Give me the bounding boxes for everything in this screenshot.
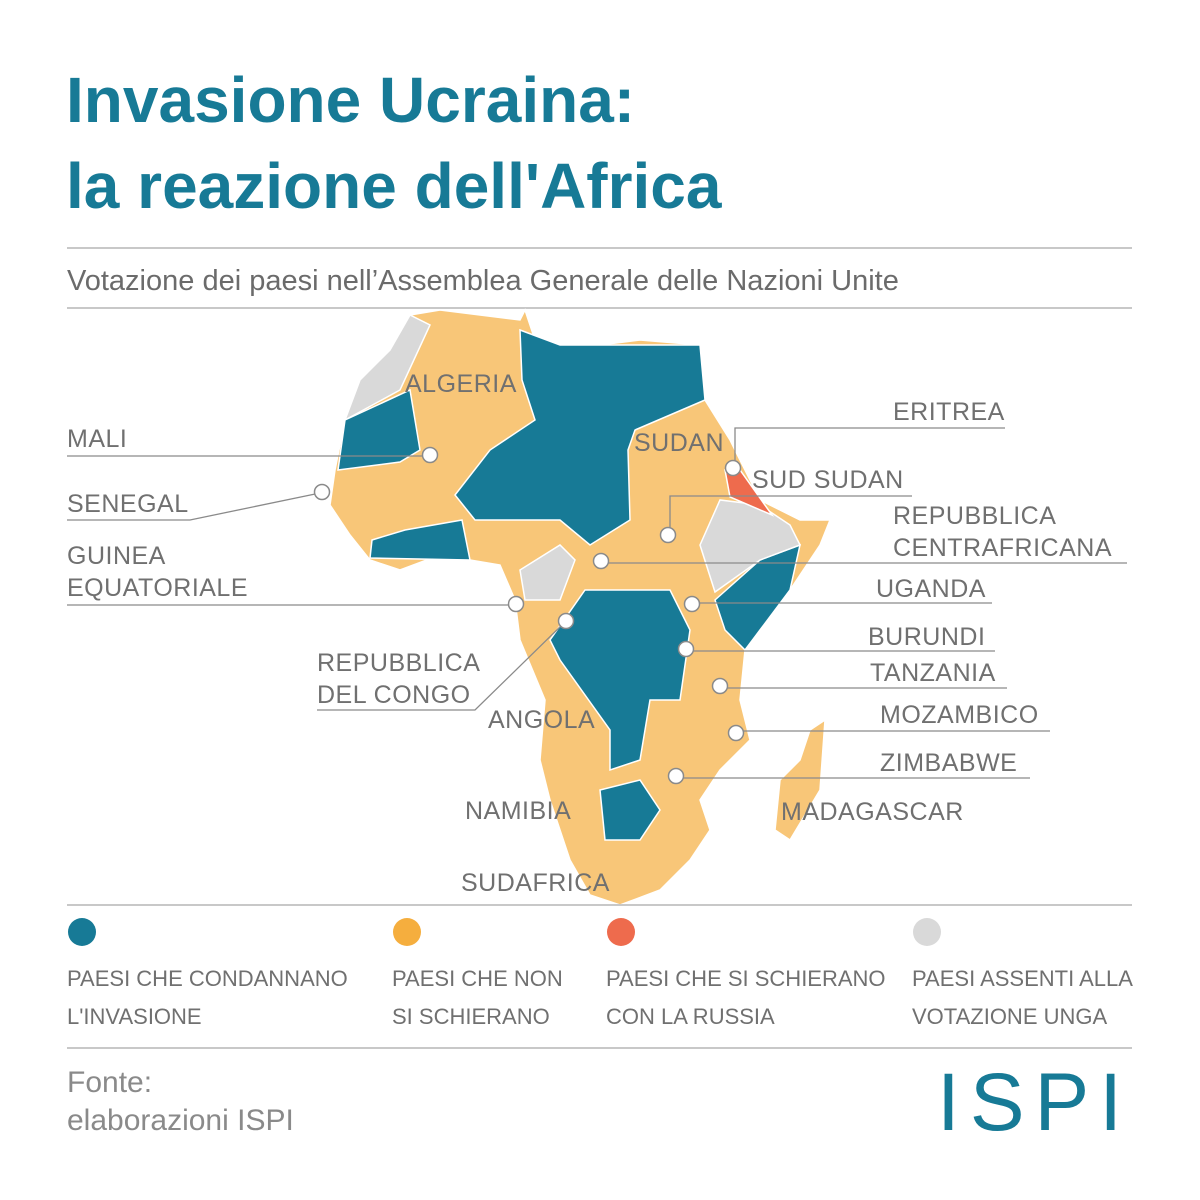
callout-dot [659,526,677,544]
callout-label: MOZAMBICO [880,701,1039,729]
callout-label: UGANDA [876,575,986,603]
callout-dot [683,595,701,613]
source: Fonte: [67,1066,152,1099]
source: elaborazioni ISPI [67,1104,294,1137]
country-label: SUDAN [634,429,724,457]
leader-line [67,492,321,521]
country-label: ALGERIA [405,370,517,398]
leader-line [317,621,566,711]
callout-label: SUD SUDAN [752,466,904,494]
legend-label: L'INVASIONE [67,1004,202,1029]
legend-swatch [607,918,635,946]
title-line: la reazione dell'Africa [66,150,722,222]
callout-dot [667,767,685,785]
region [699,499,802,594]
leader-line [669,495,912,535]
country-label: SUDAFRICA [461,869,610,897]
country-label: NAMIBIA [465,797,571,825]
region [454,328,706,546]
callout-label: REPUBBLICA [317,649,480,677]
map-labels: ALGERIA SUDAN ANGOLA NAMIBIA MADAGASCAR SUDAF… [67,370,1127,897]
africa-map [329,308,832,906]
subtitle: Votazione dei paesi nell’Assemblea Gener… [67,265,899,297]
region [369,519,471,561]
callout-dot [592,552,610,570]
callout-dot [677,640,695,658]
callout-label: SENEGAL [67,490,189,518]
callout-label: MALI [67,425,127,453]
legend-label: CON LA RUSSIA [606,1004,775,1029]
callout-label: DEL CONGO [317,681,471,709]
legend-label: VOTAZIONE UNGA [912,1004,1107,1029]
country-label: ANGOLA [488,706,595,734]
callout-label: ERITREA [893,398,1005,426]
region [549,589,691,772]
region [343,314,431,422]
region [519,544,576,601]
legend: PAESI CHE CONDANNANO L'INVASIONE PAESI CHE… [67,918,1133,1029]
legend-swatch [68,918,96,946]
legend-label: PAESI ASSENTI ALLA [912,966,1133,991]
legend-label: PAESI CHE NON [392,966,563,991]
logo: ISPI [937,1057,1132,1148]
callout-label: REPUBBLICA [893,502,1056,530]
callout-dot [313,483,331,501]
callout-label: TANZANIA [870,659,996,687]
callout-dot [421,446,439,464]
title-line: Invasione Ucraina: [66,64,635,136]
callout-label: GUINEA [67,542,166,570]
legend-swatch [393,918,421,946]
region [774,718,826,842]
callout-dot [507,595,525,613]
callout-dot [557,612,575,630]
region [599,779,661,841]
callout-label: ZIMBABWE [880,749,1017,777]
callout-dot [724,459,742,477]
country-label: MADAGASCAR [781,798,964,826]
callout-label: CENTRAFRICANA [893,534,1112,562]
legend-swatch [913,918,941,946]
legend-label: PAESI CHE CONDANNANO [67,966,348,991]
callout-label: EQUATORIALE [67,574,248,602]
leader-line [734,427,1005,468]
legend-label: PAESI CHE SI SCHIERANO [606,966,886,991]
callout-label: BURUNDI [868,623,985,651]
legend-label: SI SCHIERANO [392,1004,550,1029]
callout-dot [711,677,729,695]
callout-dot [727,724,745,742]
